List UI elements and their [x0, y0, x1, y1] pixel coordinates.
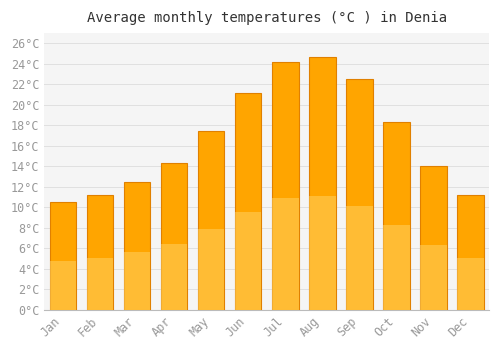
FancyBboxPatch shape	[86, 258, 114, 310]
FancyBboxPatch shape	[309, 196, 336, 310]
Bar	[457, 195, 483, 310]
Bar	[86, 195, 114, 310]
Bar	[50, 202, 76, 310]
FancyBboxPatch shape	[272, 198, 298, 310]
Bar	[346, 79, 372, 310]
FancyBboxPatch shape	[50, 261, 76, 310]
Bar	[420, 166, 446, 310]
Bar	[198, 131, 224, 310]
FancyBboxPatch shape	[383, 225, 409, 310]
FancyBboxPatch shape	[346, 206, 372, 310]
Bar	[161, 163, 188, 310]
Bar	[235, 93, 262, 310]
FancyBboxPatch shape	[235, 212, 262, 310]
Bar	[124, 182, 150, 310]
Bar	[272, 62, 298, 310]
FancyBboxPatch shape	[457, 258, 483, 310]
FancyBboxPatch shape	[161, 244, 188, 310]
Bar	[309, 57, 336, 310]
FancyBboxPatch shape	[420, 245, 446, 310]
Title: Average monthly temperatures (°C ) in Denia: Average monthly temperatures (°C ) in De…	[86, 11, 446, 25]
FancyBboxPatch shape	[124, 252, 150, 310]
FancyBboxPatch shape	[198, 229, 224, 310]
Bar	[383, 122, 409, 310]
